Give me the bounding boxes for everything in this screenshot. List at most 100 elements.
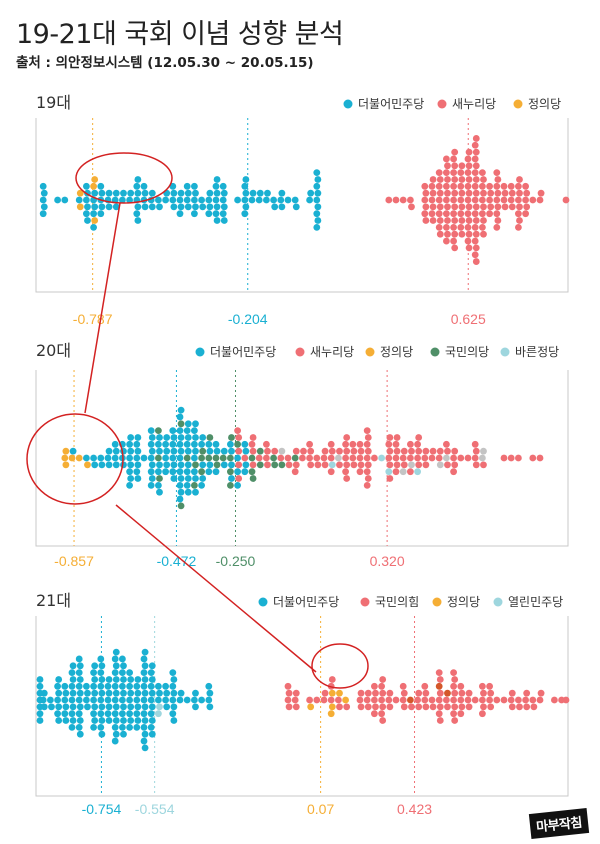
data-point <box>105 676 113 683</box>
data-point <box>471 696 479 704</box>
data-point <box>457 223 465 231</box>
data-point <box>480 217 487 224</box>
data-point <box>515 182 522 190</box>
data-point <box>219 210 227 218</box>
legend-label: 더불어민주당 <box>273 595 339 609</box>
data-point <box>155 427 162 435</box>
data-point <box>306 196 313 204</box>
data-point <box>443 182 450 190</box>
data-point <box>436 447 444 455</box>
data-point <box>263 196 270 204</box>
data-point <box>206 447 214 455</box>
data-point <box>90 182 97 190</box>
data-point <box>451 447 459 455</box>
data-point <box>170 689 178 697</box>
data-point <box>415 689 423 697</box>
data-point <box>156 689 163 697</box>
data-point <box>177 189 185 197</box>
data-point <box>91 203 99 211</box>
data-point <box>83 182 90 190</box>
data-point <box>163 461 171 469</box>
data-point <box>451 148 459 156</box>
data-point <box>62 461 70 469</box>
data-point <box>479 454 486 462</box>
data-point <box>451 217 459 224</box>
data-point <box>111 682 119 690</box>
data-point <box>184 189 192 197</box>
data-point <box>133 210 141 218</box>
data-point <box>472 244 480 252</box>
data-point <box>242 461 250 469</box>
data-point <box>451 189 459 197</box>
data-point <box>177 420 185 428</box>
data-point <box>155 696 162 704</box>
data-point <box>133 440 141 448</box>
median-label: -0.250 <box>216 553 256 569</box>
data-point <box>111 710 119 718</box>
data-point <box>127 475 135 482</box>
data-point <box>76 703 84 711</box>
data-point <box>97 696 105 704</box>
data-point <box>40 203 48 211</box>
data-point <box>126 468 133 476</box>
data-point <box>480 176 487 183</box>
data-point <box>148 447 156 455</box>
data-point <box>465 162 473 170</box>
data-point <box>436 461 444 469</box>
data-point <box>392 454 400 462</box>
data-point <box>450 155 457 163</box>
data-point <box>75 682 83 690</box>
median-label: 0.625 <box>451 311 486 327</box>
data-point <box>105 461 113 469</box>
data-point <box>291 454 299 462</box>
data-point <box>90 710 97 718</box>
data-point <box>378 454 385 462</box>
data-point <box>328 461 336 469</box>
data-point <box>471 169 479 177</box>
data-point <box>120 189 127 197</box>
data-point <box>313 696 321 704</box>
data-point <box>177 203 185 211</box>
data-point <box>464 237 472 245</box>
data-point <box>75 710 83 718</box>
data-point <box>169 669 177 677</box>
logo: 마부작침 <box>529 808 590 839</box>
data-point <box>248 454 256 462</box>
data-point <box>75 669 83 677</box>
data-point <box>227 440 234 448</box>
data-point <box>156 447 163 455</box>
data-point <box>385 454 393 462</box>
data-point <box>515 223 522 231</box>
data-point <box>91 689 99 697</box>
data-point <box>284 682 292 690</box>
data-point <box>205 468 213 476</box>
data-point <box>385 440 393 448</box>
data-point <box>270 196 277 204</box>
data-point <box>98 662 106 670</box>
data-point <box>480 230 487 238</box>
data-point <box>184 434 192 441</box>
data-point <box>522 210 529 218</box>
data-point <box>435 196 443 204</box>
data-point <box>183 182 191 190</box>
data-point <box>428 182 436 190</box>
data-point <box>235 447 243 455</box>
data-point <box>119 710 126 718</box>
data-point <box>163 703 171 711</box>
data-point <box>356 468 364 476</box>
data-point <box>314 217 322 224</box>
data-point <box>120 689 127 697</box>
data-point <box>349 440 357 448</box>
data-point <box>111 737 119 745</box>
data-point <box>84 203 91 211</box>
data-point <box>284 696 292 704</box>
data-point <box>134 176 142 183</box>
data-point <box>169 710 177 718</box>
data-point <box>393 434 401 441</box>
data-point <box>133 454 141 462</box>
data-point <box>68 682 76 690</box>
data-point <box>220 189 228 197</box>
data-point <box>55 717 63 724</box>
data-point <box>97 710 105 718</box>
data-point <box>76 689 84 697</box>
